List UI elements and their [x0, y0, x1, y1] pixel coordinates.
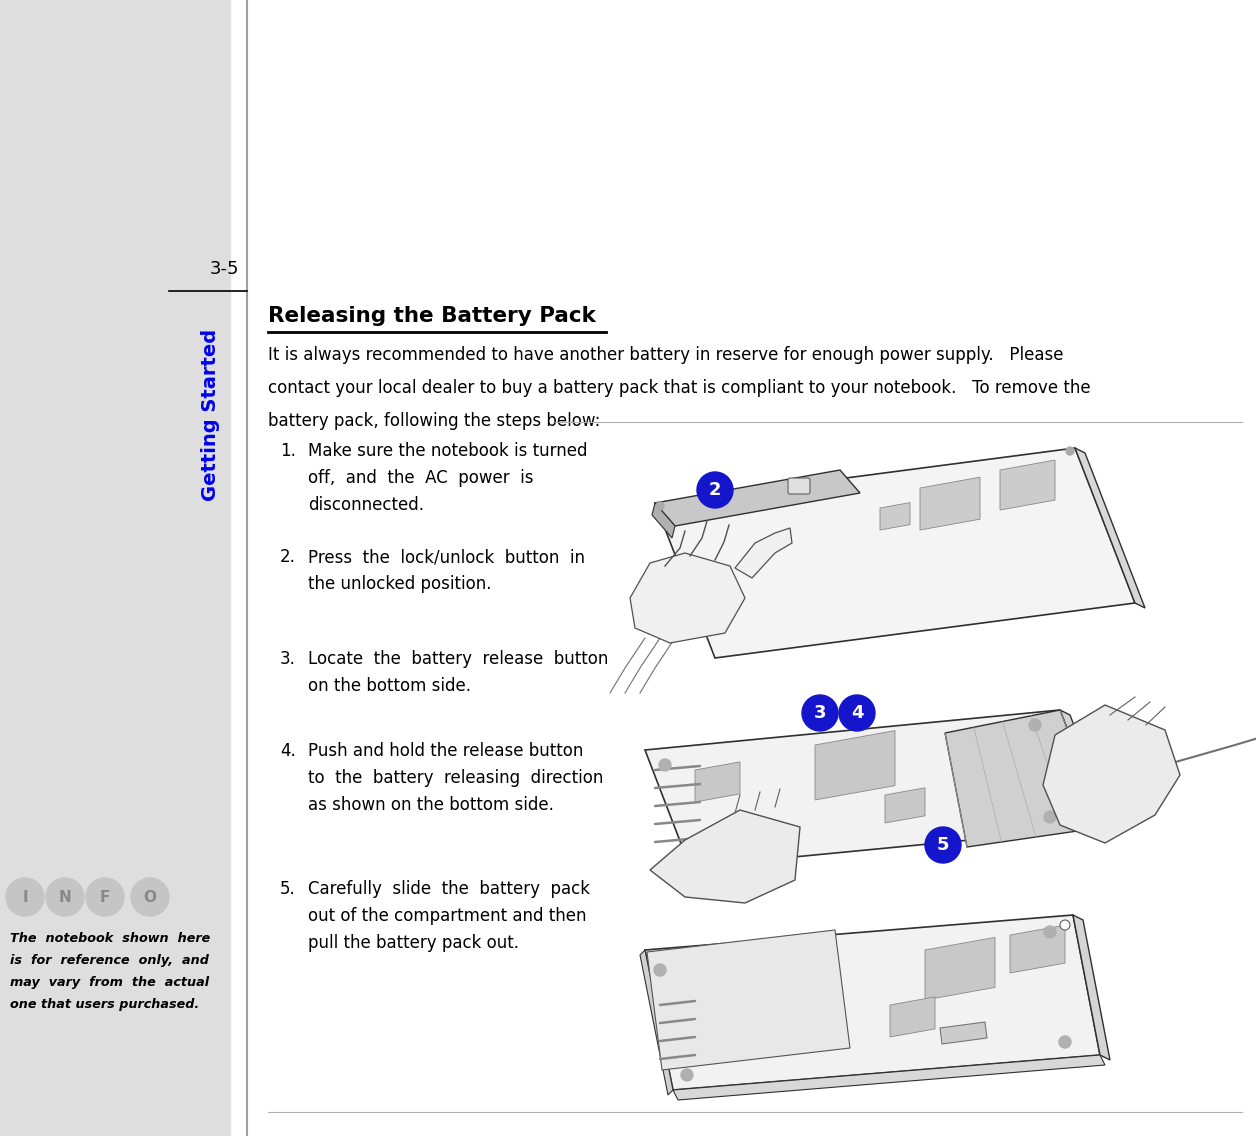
FancyBboxPatch shape	[788, 478, 810, 494]
Polygon shape	[919, 477, 980, 531]
Text: N: N	[59, 889, 72, 904]
Text: 3.: 3.	[280, 650, 296, 668]
Text: It is always recommended to have another battery in reserve for enough power sup: It is always recommended to have another…	[268, 346, 1064, 364]
Text: F: F	[99, 889, 111, 904]
Circle shape	[85, 878, 124, 916]
Circle shape	[803, 695, 838, 730]
Text: Make sure the notebook is turned: Make sure the notebook is turned	[308, 442, 588, 460]
Polygon shape	[924, 937, 995, 1000]
Text: Locate  the  battery  release  button: Locate the battery release button	[308, 650, 608, 668]
Polygon shape	[735, 528, 793, 578]
Text: 4: 4	[850, 704, 863, 722]
Text: Press  the  lock/unlock  button  in: Press the lock/unlock button in	[308, 548, 585, 566]
Circle shape	[131, 878, 170, 916]
Text: 4.: 4.	[280, 742, 295, 760]
Polygon shape	[646, 914, 1100, 1091]
Text: off,  and  the  AC  power  is: off, and the AC power is	[308, 469, 534, 487]
Text: The  notebook  shown  here: The notebook shown here	[10, 932, 210, 945]
Polygon shape	[673, 1055, 1105, 1100]
Text: may  vary  from  the  actual: may vary from the actual	[10, 976, 210, 989]
Polygon shape	[646, 710, 1105, 867]
Circle shape	[1029, 719, 1041, 730]
Polygon shape	[641, 950, 673, 1095]
Polygon shape	[1060, 710, 1115, 832]
Text: Getting Started: Getting Started	[201, 329, 220, 501]
Circle shape	[659, 759, 671, 771]
Text: 2.: 2.	[280, 548, 296, 566]
Circle shape	[839, 695, 875, 730]
Circle shape	[697, 471, 734, 508]
Text: the unlocked position.: the unlocked position.	[308, 575, 491, 593]
Circle shape	[654, 964, 666, 976]
Polygon shape	[815, 730, 896, 800]
Text: Carefully  slide  the  battery  pack: Carefully slide the battery pack	[308, 880, 590, 897]
Circle shape	[1066, 446, 1074, 456]
Text: 2: 2	[708, 481, 721, 499]
Text: is  for  reference  only,  and: is for reference only, and	[10, 954, 208, 967]
Circle shape	[6, 878, 44, 916]
Text: one that users purchased.: one that users purchased.	[10, 999, 200, 1011]
Polygon shape	[885, 787, 924, 822]
Text: as shown on the bottom side.: as shown on the bottom side.	[308, 796, 554, 815]
Circle shape	[924, 827, 961, 863]
Polygon shape	[631, 553, 745, 643]
Polygon shape	[654, 470, 860, 526]
Text: battery pack, following the steps below:: battery pack, following the steps below:	[268, 412, 600, 431]
Circle shape	[681, 1069, 693, 1081]
Polygon shape	[1010, 925, 1065, 974]
Polygon shape	[1073, 914, 1110, 1060]
Circle shape	[656, 502, 664, 510]
Polygon shape	[1042, 705, 1179, 843]
Circle shape	[1044, 926, 1056, 938]
Text: Push and hold the release button: Push and hold the release button	[308, 742, 583, 760]
Polygon shape	[939, 1022, 987, 1044]
Text: I: I	[23, 889, 28, 904]
Circle shape	[1060, 920, 1070, 930]
Text: 5.: 5.	[280, 880, 295, 897]
Text: pull the battery pack out.: pull the battery pack out.	[308, 934, 519, 952]
Text: Releasing the Battery Pack: Releasing the Battery Pack	[268, 306, 595, 326]
Polygon shape	[1075, 448, 1145, 608]
Bar	[0, 0, 230, 1136]
Polygon shape	[647, 930, 850, 1070]
Polygon shape	[654, 448, 1135, 658]
Text: on the bottom side.: on the bottom side.	[308, 677, 471, 695]
Text: to  the  battery  releasing  direction: to the battery releasing direction	[308, 769, 603, 787]
Polygon shape	[1000, 460, 1055, 510]
Text: disconnected.: disconnected.	[308, 496, 425, 513]
Polygon shape	[652, 503, 674, 538]
Polygon shape	[945, 710, 1105, 847]
Polygon shape	[651, 810, 800, 903]
Text: out of the compartment and then: out of the compartment and then	[308, 907, 587, 925]
Text: O: O	[143, 889, 157, 904]
Text: 5: 5	[937, 836, 950, 854]
Text: contact your local dealer to buy a battery pack that is compliant to your notebo: contact your local dealer to buy a batte…	[268, 379, 1090, 396]
Polygon shape	[880, 502, 911, 531]
Circle shape	[1059, 1036, 1071, 1049]
Polygon shape	[891, 997, 934, 1037]
Text: 1.: 1.	[280, 442, 296, 460]
Circle shape	[695, 844, 706, 857]
Circle shape	[46, 878, 84, 916]
Circle shape	[1044, 811, 1056, 822]
Text: 3: 3	[814, 704, 826, 722]
Text: 3-5: 3-5	[210, 260, 239, 278]
Polygon shape	[695, 762, 740, 802]
